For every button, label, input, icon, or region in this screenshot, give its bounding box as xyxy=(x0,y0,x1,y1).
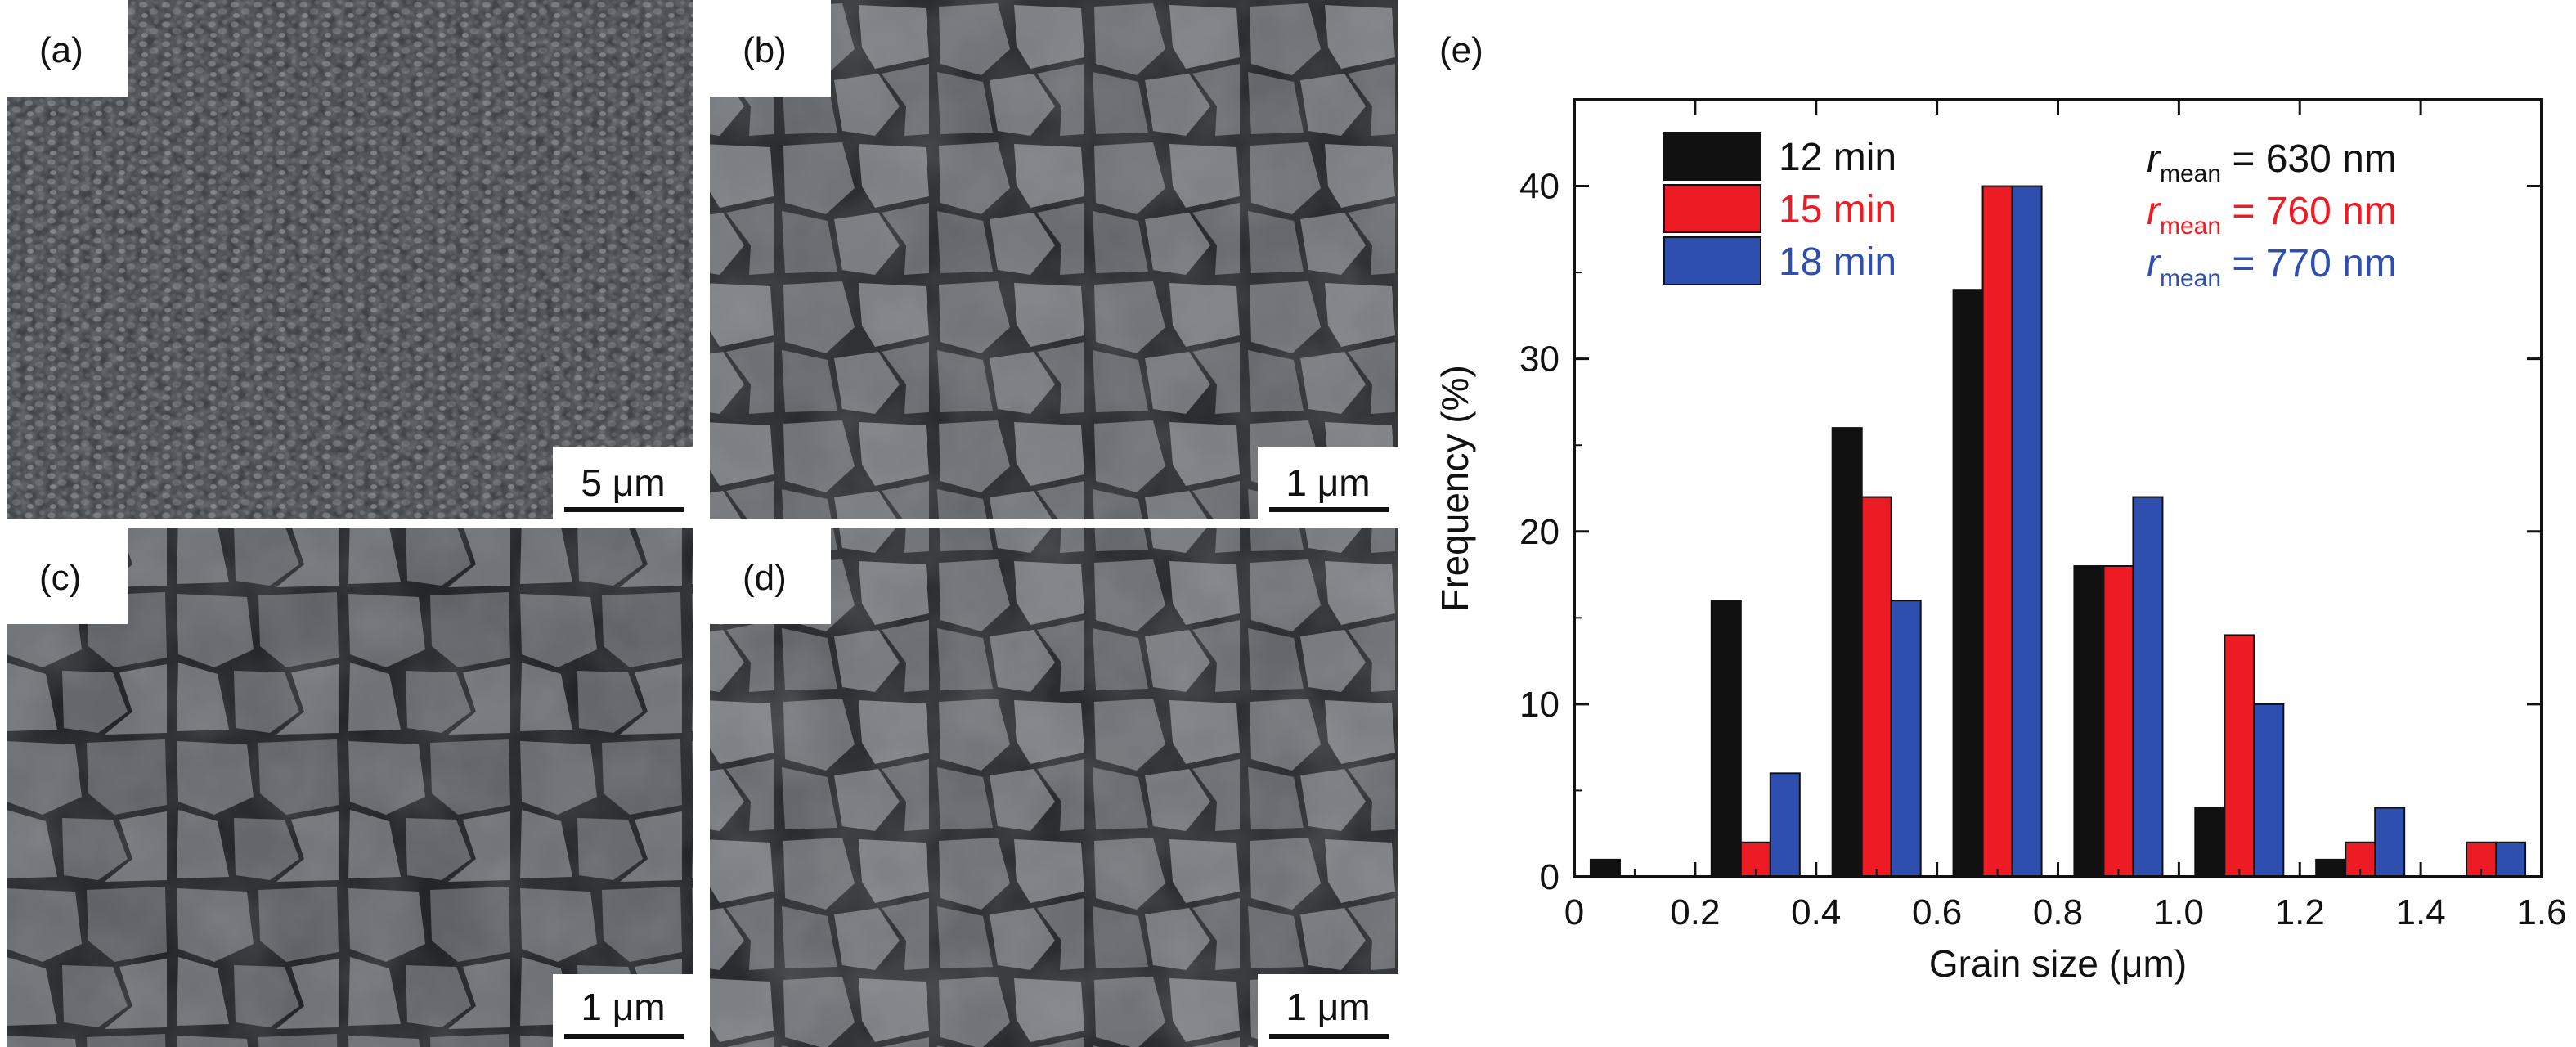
legend-label: 15 min xyxy=(1779,188,1896,231)
scale-bar-d xyxy=(1269,1034,1389,1039)
mean-annotation: rmean = 760 nm xyxy=(2147,190,2397,240)
x-tick-label: 0 xyxy=(1564,892,1584,932)
bar-18-min-0.7 xyxy=(2011,185,2043,878)
scale-bar-label-c: 1 μm xyxy=(581,986,665,1028)
x-axis: 0 0.2 0.4 0.6 0.8 1.0 1.2 1.4 1.6 xyxy=(1564,100,2567,932)
legend-swatch xyxy=(1663,132,1761,181)
bar-18-min-0.3 xyxy=(1769,772,1801,878)
bar-15-min-1.1 xyxy=(2224,634,2255,878)
legend-label: 18 min xyxy=(1779,240,1896,284)
legend-swatch xyxy=(1663,236,1761,285)
bar-15-min-0.9 xyxy=(2103,565,2134,878)
panel-label-box-a xyxy=(7,0,128,97)
legend-swatch xyxy=(1663,184,1761,233)
sem-panel-c: (c) 1 μm xyxy=(7,528,693,1047)
panel-label-c: (c) xyxy=(39,558,81,598)
sem-panel-b: (b) 1 μm xyxy=(710,0,1398,519)
bar-18-min-1.3 xyxy=(2374,807,2406,878)
panel-label-box-c xyxy=(7,528,128,624)
x-tick-label: 0.8 xyxy=(2033,892,2083,932)
bar-12-min-0.3 xyxy=(1710,600,1742,878)
mean-annotation: rmean = 770 nm xyxy=(2147,242,2397,292)
sem-panel-d: (d) 1 μm xyxy=(710,528,1398,1047)
mean-annotation: rmean = 630 nm xyxy=(2147,137,2397,187)
scale-bar-a xyxy=(564,507,684,512)
legend-label: 12 min xyxy=(1779,136,1896,179)
x-axis-label: Grain size (μm) xyxy=(1929,942,2187,985)
bar-12-min-0.5 xyxy=(1831,427,1863,878)
panel-label-box-b xyxy=(710,0,831,97)
bar-15-min-0.5 xyxy=(1860,496,1892,878)
y-tick-label: 30 xyxy=(1519,339,1560,380)
x-tick-label: 1.4 xyxy=(2396,892,2446,932)
bar-12-min-0.1 xyxy=(1589,858,1621,878)
y-tick-label: 40 xyxy=(1519,167,1560,207)
bar-18-min-1.5 xyxy=(2495,841,2527,878)
bar-12-min-1.1 xyxy=(2194,807,2226,878)
y-tick-label: 10 xyxy=(1519,685,1560,725)
x-tick-label: 1.0 xyxy=(2154,892,2204,932)
scale-bar-c xyxy=(564,1034,684,1039)
scale-bar-label-a: 5 μm xyxy=(581,461,665,504)
panel-label-e: (e) xyxy=(1439,30,1483,70)
panel-label-a: (a) xyxy=(39,30,83,70)
panel-label-d: (d) xyxy=(743,558,787,598)
bars-layer xyxy=(1589,185,2527,878)
x-tick-label: 0.4 xyxy=(1791,892,1841,932)
sem-panel-a: (a) 5 μm xyxy=(7,0,693,519)
x-tick-label: 1.6 xyxy=(2516,892,2566,932)
x-tick-label: 0.6 xyxy=(1912,892,1962,932)
bar-12-min-0.9 xyxy=(2073,565,2105,878)
y-tick-label: 20 xyxy=(1519,512,1560,552)
x-tick-label: 1.2 xyxy=(2275,892,2325,932)
y-axis-label: Frequency (%) xyxy=(1434,365,1476,612)
bar-15-min-0.7 xyxy=(1981,185,2013,878)
y-tick-label: 0 xyxy=(1540,857,1560,897)
scale-bar-b xyxy=(1269,507,1389,512)
panel-label-b: (b) xyxy=(743,30,787,70)
legend: 12 min 15 min 18 min xyxy=(1663,132,1896,285)
bar-12-min-0.7 xyxy=(1952,289,1984,878)
y-axis: 0 10 20 30 40 xyxy=(1519,167,2542,897)
bar-12-min-1.3 xyxy=(2315,858,2347,878)
bar-18-min-0.5 xyxy=(1890,600,1922,878)
x-tick-label: 0.2 xyxy=(1670,892,1720,932)
bar-18-min-0.9 xyxy=(2132,496,2164,878)
scale-bar-label-b: 1 μm xyxy=(1286,461,1370,504)
panel-label-box-d xyxy=(710,528,831,624)
grain-size-histogram: (e) 0 0.2 0.4 0.6 0.8 1.0 1.2 1.4 1.6 010203040 … xyxy=(1434,30,2567,985)
bar-18-min-1.1 xyxy=(2253,703,2285,878)
scale-bar-label-d: 1 μm xyxy=(1286,986,1370,1028)
